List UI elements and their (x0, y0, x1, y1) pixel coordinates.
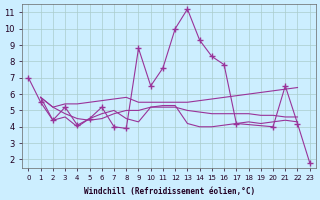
X-axis label: Windchill (Refroidissement éolien,°C): Windchill (Refroidissement éolien,°C) (84, 187, 255, 196)
